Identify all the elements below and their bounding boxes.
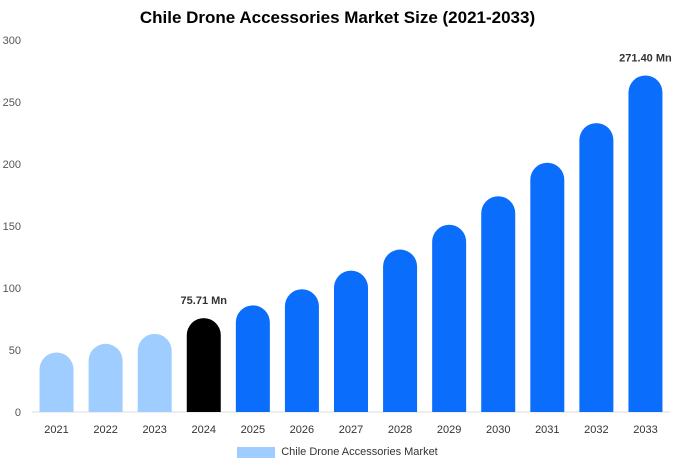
bar-2032	[579, 123, 614, 413]
y-tick-label: 300	[3, 35, 21, 47]
x-tick-label: 2030	[486, 424, 510, 436]
bar-2030	[481, 196, 516, 412]
x-tick-label: 2026	[290, 424, 314, 436]
bar-2028	[383, 249, 418, 412]
bar-2026	[284, 289, 319, 412]
bars	[39, 75, 663, 413]
x-tick-label: 2024	[192, 424, 216, 436]
y-tick-label: 100	[3, 283, 21, 295]
legend: Chile Drone Accessories Market	[0, 446, 675, 458]
x-tick-label: 2031	[535, 424, 559, 436]
data-label-2033: 271.40 Mn	[619, 52, 672, 64]
x-tick-label: 2023	[142, 424, 166, 436]
x-tick-label: 2022	[93, 424, 117, 436]
bar-2022	[88, 343, 123, 412]
y-tick-label: 50	[9, 345, 21, 357]
bar-2031	[530, 162, 565, 412]
x-tick-label: 2032	[584, 424, 608, 436]
legend-swatch	[237, 446, 276, 458]
y-tick-label: 200	[3, 159, 21, 171]
bar-2027	[334, 270, 368, 412]
x-tick-label: 2021	[44, 424, 68, 436]
bar-2024	[186, 318, 221, 412]
x-axis: 2021 2022 2023 2024 2025 2026 2027 2028 2029 2030…	[44, 424, 657, 436]
legend-label: Chile Drone Accessories Market	[281, 446, 438, 458]
data-label-2024: 75.71 Mn	[181, 295, 228, 307]
y-axis: 0 50 100 150 200 250 300	[3, 35, 21, 419]
bar-2021	[39, 352, 74, 412]
bar-2029	[432, 224, 467, 412]
bar-2023	[137, 333, 172, 412]
y-tick-label: 0	[15, 407, 21, 419]
bar-2025	[235, 305, 270, 412]
x-tick-label: 2027	[339, 424, 363, 436]
x-tick-label: 2029	[437, 424, 461, 436]
x-tick-label: 2028	[388, 424, 412, 436]
y-tick-label: 150	[3, 221, 21, 233]
x-tick-label: 2033	[633, 424, 657, 436]
y-tick-label: 250	[3, 97, 21, 109]
data-labels: 75.71 Mn 271.40 Mn	[181, 52, 672, 307]
x-tick-label: 2025	[241, 424, 265, 436]
chart-title: Chile Drone Accessories Market Size (202…	[139, 8, 536, 27]
bar-2033	[628, 75, 663, 413]
